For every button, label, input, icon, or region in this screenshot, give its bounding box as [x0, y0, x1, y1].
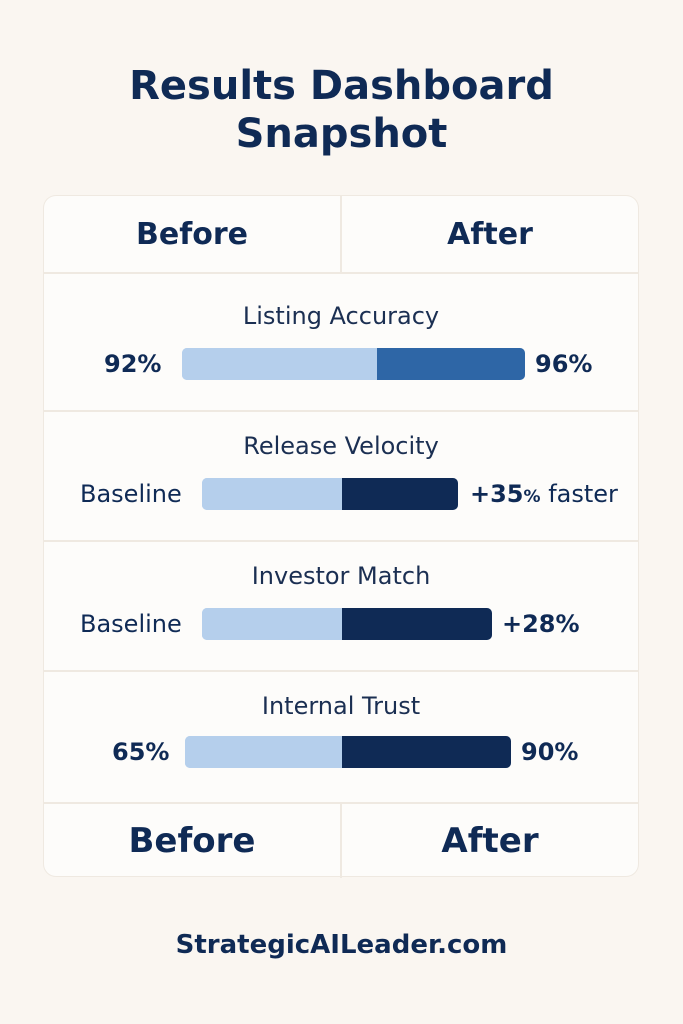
metric-label: Listing Accuracy [242, 302, 440, 330]
before-value: Baseline [80, 610, 182, 638]
page-title: Results Dashboard Snapshot [0, 62, 683, 158]
metric-release-velocity: Release Velocity Baseline +35% faster [44, 412, 638, 542]
bar-after-segment [342, 736, 511, 768]
metric-label: Investor Match [251, 562, 431, 590]
bar-before-segment [202, 608, 342, 640]
bar-track [202, 478, 458, 510]
bar-track [185, 736, 511, 768]
header-after: After [447, 216, 533, 252]
footer-before: Before [44, 804, 342, 878]
bar-after-segment [342, 478, 458, 510]
bar-after-segment [342, 608, 492, 640]
after-number: +35 [470, 480, 524, 508]
header-row: Before After [44, 196, 638, 274]
metric-label: Release Velocity [243, 432, 439, 460]
bar-before-segment [185, 736, 342, 768]
header-before: Before [44, 196, 342, 272]
bar-after-segment [377, 348, 525, 380]
footer-header-row: Before After [44, 802, 638, 878]
bar-before-segment [202, 478, 342, 510]
bar-track [182, 348, 525, 380]
results-card: Before After Listing Accuracy 92% 96% Re… [44, 196, 638, 878]
metric-listing-accuracy: Listing Accuracy 92% 96% [44, 274, 638, 412]
before-value: Baseline [80, 480, 182, 508]
metric-investor-match: Investor Match Baseline +28% [44, 542, 638, 672]
after-word: faster [540, 480, 618, 508]
after-value: +28% [502, 610, 580, 638]
footer-after: After [441, 821, 539, 861]
metric-internal-trust: Internal Trust 65% 90% [44, 672, 638, 800]
after-value: +35% faster [470, 478, 618, 513]
bar-track [202, 608, 492, 640]
after-percent: % [523, 487, 541, 507]
bar-before-segment [182, 348, 377, 380]
metric-label: Internal Trust [261, 692, 421, 720]
after-value: 96% [535, 350, 593, 378]
before-value: 65% [112, 738, 170, 766]
before-value: 92% [104, 350, 162, 378]
website-url: StrategicAILeader.com [175, 930, 508, 960]
title-line-1: Results Dashboard [129, 63, 554, 109]
title-line-2: Snapshot [235, 111, 448, 157]
after-value: 90% [521, 738, 579, 766]
